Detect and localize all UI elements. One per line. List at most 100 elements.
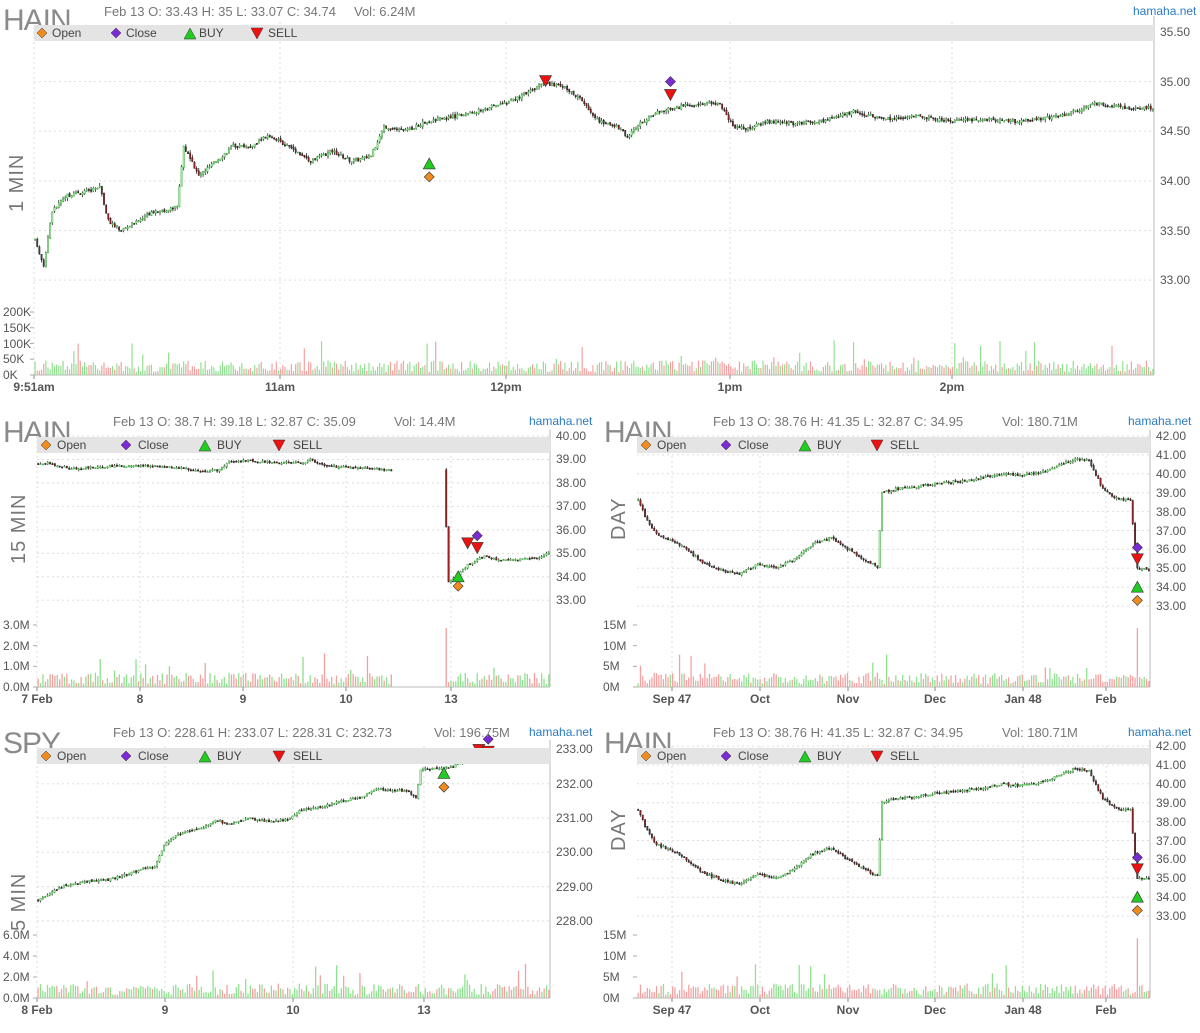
candle-body (752, 876, 755, 879)
volume-bar (820, 371, 822, 375)
candle-body (1060, 774, 1063, 777)
brand-link[interactable]: hamaha.net (1128, 414, 1192, 428)
candle-body (76, 883, 79, 885)
candle-body (226, 823, 228, 825)
candle-body (205, 825, 207, 829)
volume-bar (206, 370, 208, 375)
volume-bar (583, 367, 585, 375)
close-marker (1131, 542, 1143, 553)
volume-bar (392, 370, 394, 375)
brand-link[interactable]: hamaha.net (529, 414, 593, 428)
volume-bar (438, 987, 440, 998)
volume-tick-label: 0K (3, 368, 18, 382)
chart-panel-hain-day-bottom: HAIN Feb 13 O: 38.76 H: 41.35 L: 32.87 C… (600, 721, 1200, 1033)
candle-body (259, 461, 262, 464)
candle-body (1076, 110, 1079, 113)
volume-bar (172, 985, 175, 998)
candle-body (374, 147, 377, 151)
candle-body (345, 465, 347, 468)
volume-bar (82, 683, 85, 687)
ohlc-readout: Feb 13 O: 38.76 H: 41.35 L: 32.87 C: 34.… (713, 725, 964, 740)
candle-body (356, 466, 359, 469)
volume-bar (1107, 368, 1109, 375)
volume-bar (1079, 678, 1081, 687)
volume-bar (1136, 628, 1138, 687)
candle-body (484, 108, 487, 111)
volume-bar (410, 992, 412, 998)
candle-body (1035, 117, 1038, 121)
volume-bar (126, 988, 128, 998)
candle-body (1016, 121, 1019, 124)
volume-bar (899, 681, 902, 687)
volume-bar (952, 988, 954, 998)
volume-bar (428, 371, 430, 375)
candle-body (1002, 782, 1005, 785)
candle-body (1093, 102, 1096, 105)
volume-bar (536, 363, 538, 375)
volume-bar (148, 365, 150, 375)
candle-body (272, 821, 275, 823)
volume-bar (485, 986, 487, 998)
candle-body (490, 557, 493, 560)
volume-bar (424, 365, 426, 375)
volume-bar (467, 678, 469, 687)
volume-bar (452, 363, 454, 375)
candle-body (775, 566, 778, 569)
candle-body (807, 120, 810, 122)
candle-body (73, 467, 75, 470)
volume-bar (620, 360, 622, 375)
volume-bar (92, 681, 94, 687)
candle-body (729, 120, 732, 123)
candle-body (88, 879, 91, 883)
candle-body (94, 467, 97, 469)
candle-body (490, 105, 493, 108)
candle-body (461, 569, 464, 572)
volume-bar (487, 991, 489, 998)
volume-bar (278, 677, 280, 687)
volume-bar (1135, 367, 1137, 375)
candle-body (800, 862, 803, 867)
candle-body (891, 118, 894, 120)
candle-body (193, 162, 196, 169)
volume-bar (1031, 370, 1033, 375)
candle-body (662, 845, 665, 848)
candle-body (47, 237, 49, 253)
brand-link[interactable]: hamaha.net (1133, 4, 1197, 18)
volume-bar (889, 361, 891, 375)
candle-body (44, 252, 47, 268)
candle-body (798, 865, 801, 867)
brand-link[interactable]: hamaha.net (1128, 725, 1192, 739)
brand-link[interactable]: hamaha.net (529, 725, 593, 739)
volume-bar (1023, 370, 1025, 375)
volume-bar (1076, 993, 1079, 998)
candle-body (163, 209, 166, 212)
volume-bar (536, 990, 538, 998)
candle-body (962, 119, 965, 122)
volume-bar (247, 369, 249, 375)
candle-body (137, 465, 140, 467)
candle-body (139, 869, 142, 871)
volume-bar (839, 674, 842, 687)
candle-body (991, 784, 994, 788)
candle-body (682, 104, 685, 107)
candle-body (1111, 804, 1113, 806)
volume-bar (87, 674, 89, 687)
volume-bar (297, 675, 299, 687)
candle-body (424, 768, 427, 770)
candle-body (285, 461, 288, 464)
legend-close: Close (138, 438, 169, 452)
candle-body (897, 117, 900, 119)
volume-bar (708, 673, 711, 687)
candle-body (792, 121, 795, 126)
volume-bar (786, 361, 788, 375)
volume-bar (568, 368, 570, 375)
candle-body (268, 819, 270, 823)
candle-body (179, 833, 182, 836)
candle-body (137, 220, 140, 223)
volume-readout: Vol: 14.4M (394, 414, 456, 429)
volume-bar (639, 665, 642, 687)
candle-body (363, 156, 366, 159)
volume-bar (135, 371, 137, 375)
x-tick-label: 8 (136, 692, 144, 706)
candle-body (596, 117, 599, 120)
